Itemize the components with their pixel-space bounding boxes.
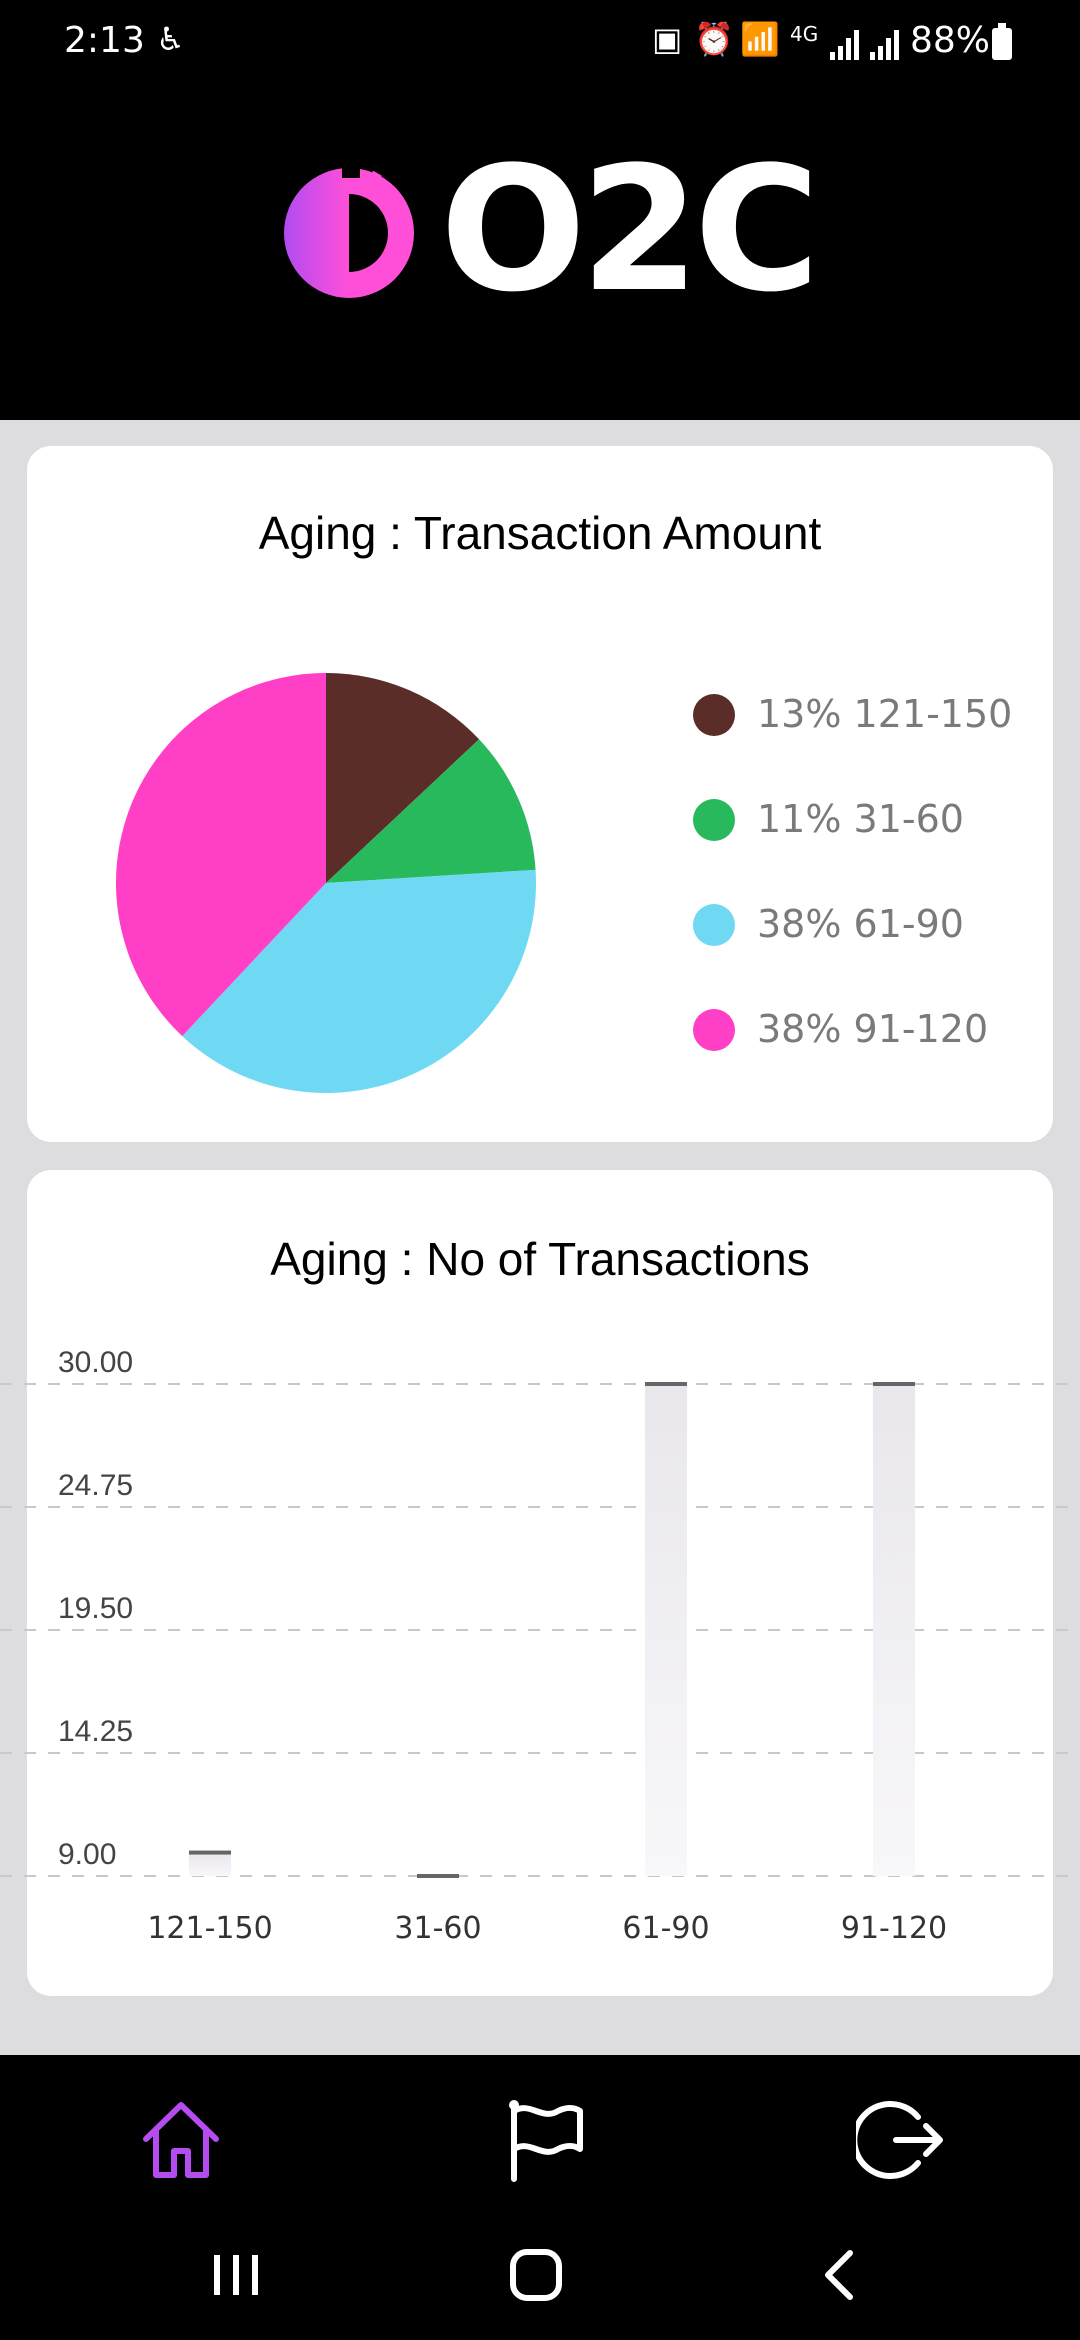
bar-chart-title: Aging : No of Transactions [270,1233,810,1285]
legend-swatch [693,1009,735,1051]
app-header: O2C [0,86,1080,420]
pie-chart-card: Aging : Transaction Amount 13% 121-150 1… [27,446,1053,1142]
wifi-icon: 📶 [740,20,780,58]
battery-saver-icon: ▣ [652,20,683,58]
x-tick-label: 121-150 [147,1911,272,1946]
status-bar: 2:13 ♿ ▣ ⏰ 📶 4G 88% [0,0,1080,86]
logout-icon[interactable] [856,2095,946,2185]
legend-label: 38% 61-90 [757,902,964,946]
legend-swatch [693,694,735,736]
bar-cap [645,1382,687,1386]
accessibility-icon: ♿ [156,20,185,58]
legend-swatch [693,904,735,946]
legend-label: 11% 31-60 [757,797,964,841]
pie-slice-61-90 [182,869,536,1093]
pie-slice-31-60 [326,739,536,883]
pie-slice-91-120 [116,673,327,1037]
x-tick-label: 91-120 [841,1911,947,1946]
flag-icon[interactable] [498,2095,588,2185]
logo-text: O2C [440,129,820,330]
recent-apps-button[interactable] [196,2235,276,2315]
battery-percent: 88% [910,20,991,61]
signal-icon [830,26,859,60]
bar-cap [189,1850,231,1855]
legend-label: 38% 91-120 [757,1007,989,1051]
bar-cap [417,1874,459,1878]
y-tick-label: 9.00 [58,1838,116,1871]
x-tick-label: 31-60 [394,1911,481,1946]
y-tick-label: 14.25 [58,1715,133,1748]
bar-chart: 30.00 24.75 19.50 14.25 9.00 121-150 31-60 61-9… [0,1346,1080,1946]
bar-121-150 [189,1852,231,1876]
logo-icon [284,160,414,298]
status-time: 2:13 [64,20,145,61]
bottom-navigation [0,2055,1080,2340]
bar-cap [873,1382,915,1386]
y-tick-label: 24.75 [58,1469,133,1502]
home-icon[interactable] [136,2095,226,2185]
legend-label: 13% 121-150 [757,692,1013,736]
y-tick-label: 19.50 [58,1592,133,1625]
back-button[interactable] [800,2235,880,2315]
pie-slice-121-150 [326,673,480,883]
alarm-icon: ⏰ [694,20,734,58]
x-tick-label: 61-90 [622,1911,709,1946]
pie-chart [116,673,536,1093]
legend-swatch [693,799,735,841]
battery-icon [992,23,1012,60]
home-button[interactable] [496,2235,576,2315]
network-label: 4G [790,22,819,46]
y-tick-label: 30.00 [58,1346,133,1379]
bar-91-120 [873,1384,915,1876]
signal-icon-2 [870,26,899,60]
pie-chart-title: Aging : Transaction Amount [258,507,822,559]
bar-61-90 [645,1384,687,1876]
